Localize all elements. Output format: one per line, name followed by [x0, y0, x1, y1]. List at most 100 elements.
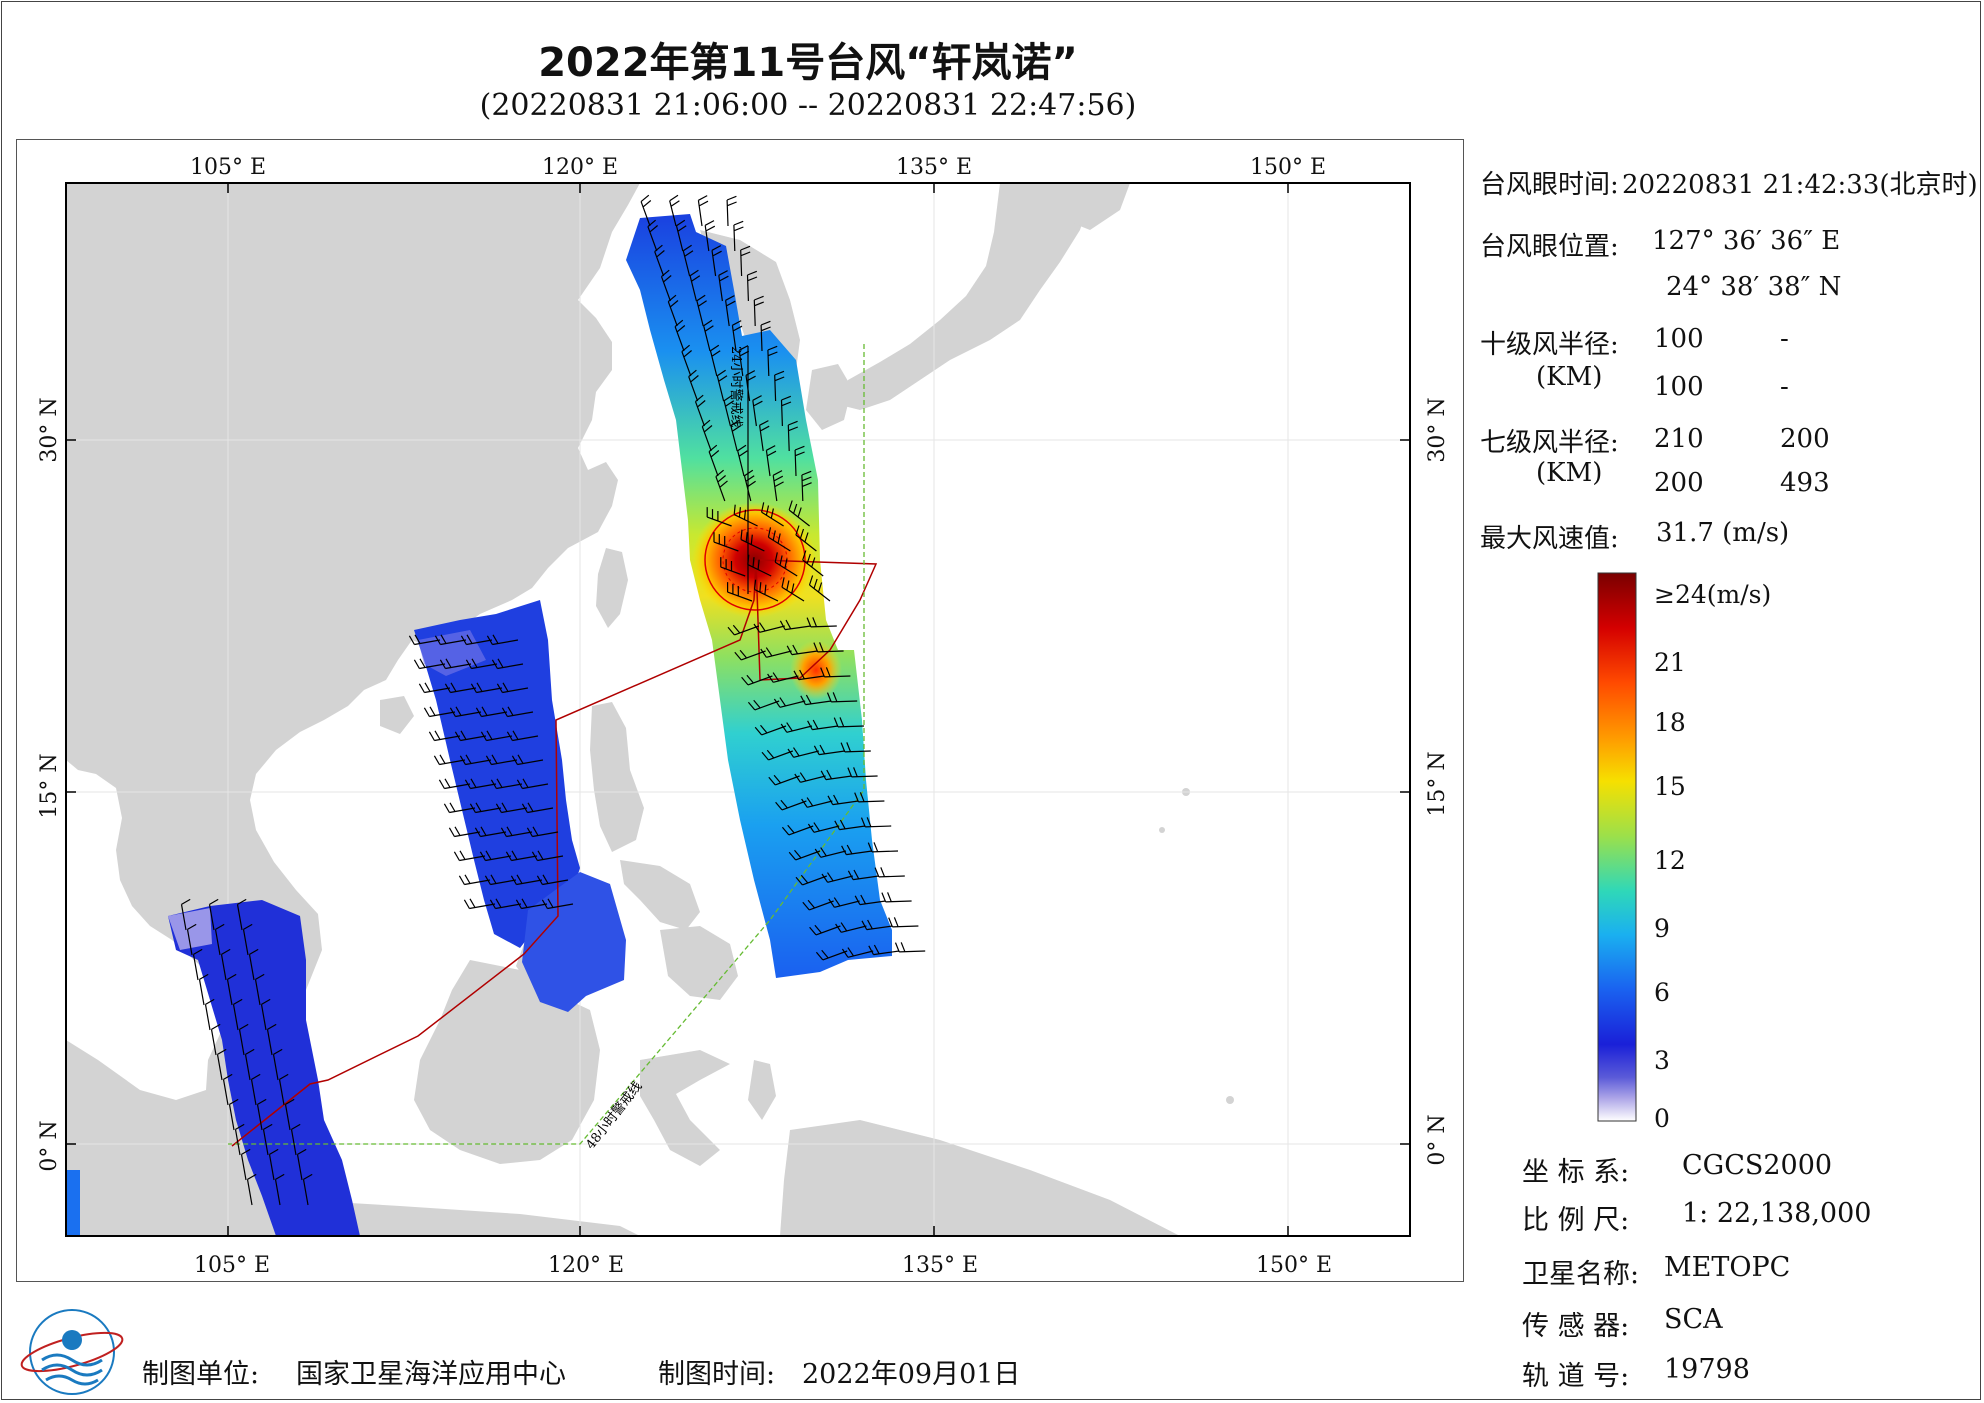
wind-barb	[232, 998, 243, 1031]
lat-right-30: 30° N	[1425, 397, 1450, 462]
sat-label: 卫星名称:	[1522, 1259, 1640, 1290]
swath-malacca	[168, 900, 360, 1236]
secondary-max	[790, 640, 842, 700]
wind-barb	[761, 502, 784, 527]
wind-barb	[489, 898, 522, 910]
wind-barb	[775, 799, 807, 811]
tick-marks	[66, 183, 1410, 1236]
wind-barb	[808, 575, 831, 602]
wind-barb	[834, 819, 866, 831]
colorbar-label-15: 15	[1654, 772, 1686, 801]
wind-barb	[814, 847, 847, 858]
wind-barb	[787, 747, 819, 758]
wind-barb	[730, 419, 741, 452]
wind-barb	[500, 826, 533, 838]
wind-barb	[479, 850, 512, 862]
eye-lat: 24° 38′ 38″ N	[1666, 272, 1842, 302]
wind-barb	[490, 778, 523, 790]
wind-barb	[820, 667, 851, 678]
wind-barb	[501, 706, 534, 718]
wind-barb	[438, 778, 471, 790]
land-luzon	[590, 702, 644, 852]
r7-value-2: 200	[1780, 424, 1830, 454]
wind-barb	[780, 395, 792, 427]
wind-barb	[738, 345, 750, 377]
wind-barb	[773, 697, 806, 708]
wind-barb	[854, 894, 886, 906]
wind-barb	[747, 554, 772, 577]
wind-barb	[510, 874, 543, 886]
wind-barb	[260, 998, 271, 1031]
wind-barb	[786, 644, 818, 656]
wind-barb	[454, 730, 487, 742]
land-sulawesi	[640, 1050, 730, 1166]
wind-barb	[654, 244, 665, 277]
wind-barb	[647, 219, 658, 252]
wind-barb	[226, 973, 237, 1006]
wind-barb	[268, 1148, 279, 1181]
wind-barb	[464, 778, 497, 790]
wind-barb	[807, 822, 840, 833]
wind-barb	[759, 420, 770, 452]
wind-barb	[741, 674, 773, 686]
land-islet	[1159, 827, 1165, 833]
wind-barb	[716, 369, 728, 402]
wind-barb	[781, 577, 805, 602]
r10-value-2: -	[1780, 324, 1789, 354]
maker-value: 国家卫星海洋应用中心	[296, 1359, 566, 1390]
crs-label: 坐 标 系:	[1522, 1157, 1630, 1188]
wind-barb	[802, 899, 834, 911]
swath-celebes	[522, 872, 626, 1012]
wind-barb	[444, 682, 477, 694]
sensor-label: 传 感 器:	[1522, 1311, 1630, 1342]
colorbar-label-3: 3	[1654, 1046, 1670, 1075]
wind-barb	[682, 244, 694, 277]
wind-barb	[861, 919, 893, 931]
wind-barb	[274, 1173, 285, 1206]
wind-barb	[460, 634, 493, 646]
land-taiwan	[596, 548, 628, 628]
wind-barb	[765, 445, 777, 477]
wind-barb	[246, 1173, 257, 1206]
land-new-guinea	[780, 1120, 1180, 1236]
scale-label: 比 例 尺:	[1522, 1205, 1630, 1236]
wind-barb	[284, 1098, 295, 1131]
wind-barb	[787, 420, 799, 452]
eye-time-label: 台风眼时间:	[1480, 170, 1619, 200]
wind-barb	[718, 270, 729, 302]
wind-barb	[428, 730, 461, 742]
wind-barb	[745, 370, 756, 402]
wind-barb	[463, 898, 496, 910]
wind-barb	[216, 1048, 227, 1081]
typhoon-eye-circle	[704, 509, 806, 611]
wind-barb	[640, 194, 652, 227]
eye-lon: 127° 36′ 36″ E	[1652, 226, 1841, 256]
wind-barb	[801, 797, 833, 808]
wind-barb	[841, 947, 874, 958]
r10-value-4: -	[1780, 372, 1789, 402]
wind-barb	[496, 682, 529, 694]
wind-barb	[475, 706, 508, 718]
wind-barb	[696, 294, 707, 327]
wind-barb	[779, 619, 811, 631]
colorbar-label-max: ≥24(m/s)	[1654, 580, 1772, 609]
wind-barb	[701, 419, 713, 452]
wind-barb	[238, 1023, 249, 1056]
wind-barb	[727, 624, 760, 636]
date-value: 2022年09月01日	[802, 1359, 1021, 1390]
wind-barb	[772, 470, 784, 502]
wind-barb	[240, 1148, 251, 1181]
wind-barb	[485, 754, 518, 766]
lat-left-0: 0° N	[37, 1120, 62, 1171]
sat-value: METOPC	[1664, 1252, 1791, 1283]
wind-barb	[449, 706, 482, 718]
wind-barb	[723, 394, 735, 427]
wind-barb	[433, 754, 466, 766]
wind-barb	[256, 1098, 267, 1131]
wind-barb	[800, 694, 832, 706]
wind-barb	[780, 722, 813, 733]
wind-barb	[807, 719, 839, 731]
wind-barb	[242, 923, 253, 956]
wind-barb	[767, 345, 778, 377]
wind-barb	[726, 195, 737, 227]
